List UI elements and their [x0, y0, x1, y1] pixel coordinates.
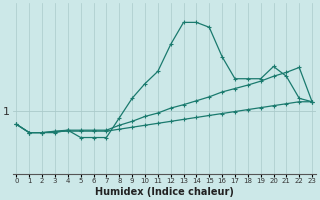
X-axis label: Humidex (Indice chaleur): Humidex (Indice chaleur)	[95, 187, 234, 197]
